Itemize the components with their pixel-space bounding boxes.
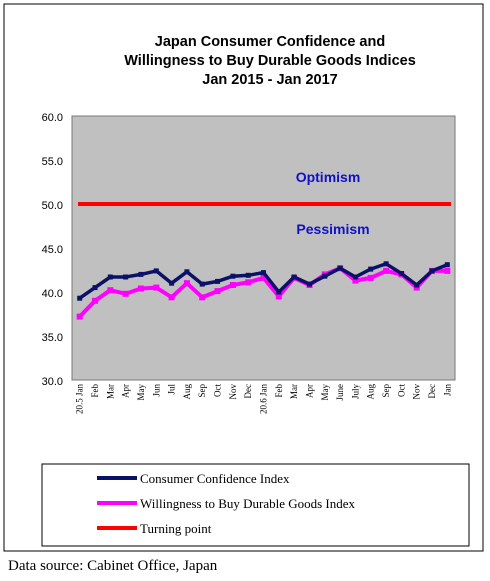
data-point-willingness-to-buy-durable-goods-index [137,285,144,292]
x-tick-label: Jan [442,384,452,396]
data-point-consumer-confidence-index [322,273,328,279]
x-tick-label: May [320,384,330,401]
x-tick-label: Feb [274,384,284,398]
x-tick-label: Jun [151,384,161,397]
chart-title-line-3: Jan 2015 - Jan 2017 [202,72,337,88]
data-point-consumer-confidence-index [77,295,83,301]
x-tick-label: Dec [243,384,253,399]
data-point-willingness-to-buy-durable-goods-index [214,288,221,295]
x-tick-label: 20.6 Jan [259,384,269,414]
x-tick-label: Dec [427,384,437,399]
legend-label-durable-goods: Willingness to Buy Durable Goods Index [140,496,356,511]
data-point-consumer-confidence-index [444,262,450,268]
data-point-consumer-confidence-index [307,281,312,287]
x-tick-label: Mar [289,384,299,399]
y-tick-label: 55.0 [42,156,63,168]
data-point-consumer-confidence-index [230,273,236,279]
data-point-consumer-confidence-index [398,271,404,276]
x-tick-label: Nov [228,384,238,400]
x-tick-label: Feb [90,384,100,398]
data-point-willingness-to-buy-durable-goods-index [92,297,98,304]
x-tick-label: Nov [412,384,422,400]
data-point-consumer-confidence-index [138,271,144,277]
x-tick-label: Jul [167,384,177,395]
data-point-consumer-confidence-index [261,270,266,276]
data-point-consumer-confidence-index [153,268,159,274]
data-point-consumer-confidence-index [291,274,297,280]
legend-label-consumer-confidence: Consumer Confidence Index [140,471,290,486]
data-point-willingness-to-buy-durable-goods-index [352,277,359,284]
y-tick-label: 40.0 [42,288,63,300]
data-point-willingness-to-buy-durable-goods-index [199,294,206,301]
data-point-consumer-confidence-index [352,274,358,280]
x-tick-label: Oct [213,384,223,397]
legend: Consumer Confidence Index Willingness to… [41,463,470,547]
y-tick-label: 30.0 [42,376,63,388]
data-point-willingness-to-buy-durable-goods-index [168,294,175,301]
x-tick-label: Mar [105,384,115,399]
y-tick-label: 60.0 [42,112,63,124]
data-point-consumer-confidence-index [215,278,220,284]
data-point-consumer-confidence-index [107,274,113,280]
y-tick-label: 45.0 [42,244,63,256]
data-point-consumer-confidence-index [276,289,282,295]
data-point-consumer-confidence-index [429,268,435,274]
x-tick-label: Oct [396,384,406,397]
x-tick-label: June [335,384,345,401]
legend-label-turning-point: Turning point [140,521,212,536]
x-tick-label: Aug [182,384,192,400]
data-point-willingness-to-buy-durable-goods-index [413,284,420,291]
data-point-consumer-confidence-index [92,285,98,291]
data-point-willingness-to-buy-durable-goods-index [245,279,252,286]
chart-title-line-2: Willingness to Buy Durable Goods Indices [124,53,416,69]
data-point-willingness-to-buy-durable-goods-index [107,287,114,294]
y-tick-label: 35.0 [42,332,63,344]
annotation-optimism: Optimism [296,169,361,185]
data-source-note: Data source: Cabinet Office, Japan [8,558,218,574]
x-tick-label: Apr [121,384,131,398]
data-point-willingness-to-buy-durable-goods-index [76,313,83,320]
plot-area [71,115,456,381]
x-tick-label: Sep [197,384,207,398]
data-point-consumer-confidence-index [383,261,389,267]
x-tick-label: July [350,384,360,400]
annotation-pessimism: Pessimism [296,221,369,237]
series-layer [76,202,451,320]
data-point-willingness-to-buy-durable-goods-index [444,267,451,274]
x-tick-label: Apr [305,384,315,398]
x-axis: 20.5 Jan Feb Mar Apr May Jun Jul Aug Sep Oct Nov De… [75,384,453,415]
data-point-consumer-confidence-index [123,274,129,280]
x-tick-label: May [136,384,146,401]
data-point-consumer-confidence-index [337,265,343,271]
data-point-willingness-to-buy-durable-goods-index [229,282,236,288]
data-point-consumer-confidence-index [184,269,190,275]
x-tick-label: 20.5 Jan [75,384,85,414]
y-axis: 60.0 55.0 50.0 45.0 40.0 35.0 30.0 [42,112,63,388]
data-point-willingness-to-buy-durable-goods-index [275,293,282,300]
data-point-consumer-confidence-index [245,272,251,278]
x-tick-label: Aug [366,384,376,400]
data-point-consumer-confidence-index [199,281,205,287]
data-point-consumer-confidence-index [169,280,175,286]
chart-title-line-1: Japan Consumer Confidence and [155,34,385,50]
data-point-willingness-to-buy-durable-goods-index [260,274,267,281]
data-point-consumer-confidence-index [414,282,420,288]
data-point-willingness-to-buy-durable-goods-index [153,284,160,291]
y-tick-label: 50.0 [42,200,63,212]
data-point-consumer-confidence-index [368,266,374,272]
data-point-willingness-to-buy-durable-goods-index [367,274,374,281]
data-point-willingness-to-buy-durable-goods-index [183,280,190,287]
data-point-willingness-to-buy-durable-goods-index [383,267,390,274]
x-tick-label: Sep [381,384,391,398]
data-point-willingness-to-buy-durable-goods-index [122,290,129,297]
